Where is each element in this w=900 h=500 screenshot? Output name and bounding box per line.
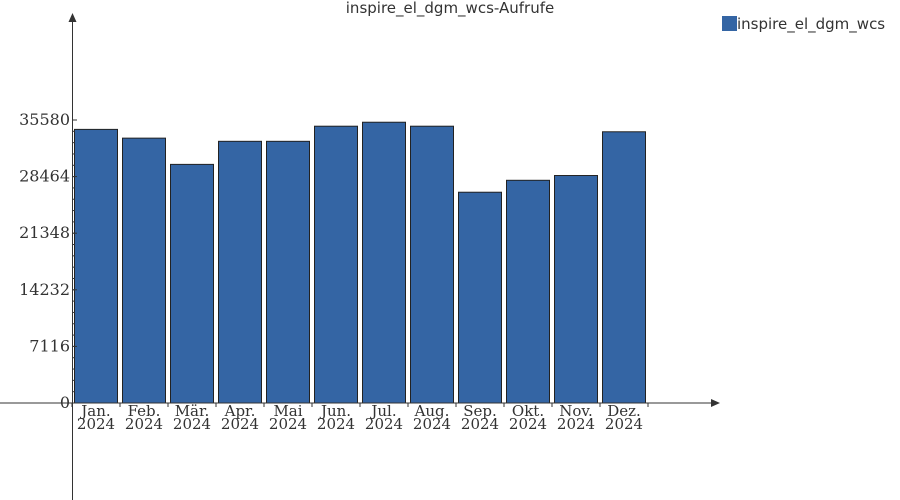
bar-2 <box>170 163 214 404</box>
x-tick-label-year-6: 2024 <box>365 415 403 433</box>
x-axis-arrow <box>711 399 720 407</box>
bar-5 <box>314 125 358 404</box>
x-tick-label-month-10: Nov. <box>559 402 593 420</box>
y-tick-label-2: 14232 <box>19 280 70 299</box>
x-tick-label-year-7: 2024 <box>413 415 451 433</box>
bars-group <box>74 121 646 404</box>
x-tick-label-year-10: 2024 <box>557 415 595 433</box>
x-tick-label-month-7: Aug. <box>414 402 450 420</box>
x-tick-label-month-2: Mär. <box>175 402 210 420</box>
bar-1 <box>122 137 166 404</box>
bar-8 <box>458 191 502 404</box>
y-axis-arrow <box>68 13 77 22</box>
bar-10 <box>554 175 598 404</box>
x-tick-label-month-6: Jul. <box>369 402 396 420</box>
bar-3 <box>218 140 262 404</box>
x-tick-label-year-4: 2024 <box>269 415 307 433</box>
bar-9 <box>506 179 550 404</box>
bar-6 <box>362 121 406 404</box>
x-axis-labels: Jan.2024Feb.2024Mär.2024Apr.2024Mai2024J… <box>71 402 649 433</box>
bar-11 <box>602 131 646 404</box>
x-tick-label-month-1: Feb. <box>128 402 161 420</box>
x-tick-label-month-4: Mai <box>273 402 302 420</box>
y-tick-label-1: 7116 <box>29 336 70 355</box>
x-tick-label-month-9: Okt. <box>512 402 544 420</box>
x-tick-label-month-5: Jun. <box>319 402 351 420</box>
x-tick-label-year-0: 2024 <box>77 415 115 433</box>
x-tick-label-year-3: 2024 <box>221 415 259 433</box>
x-tick-label-year-1: 2024 <box>125 415 163 433</box>
bar-4 <box>266 140 310 404</box>
bar-7 <box>410 125 454 404</box>
x-tick-label-month-3: Apr. <box>224 402 256 420</box>
x-tick-label-year-11: 2024 <box>605 415 643 433</box>
x-tick-label-year-2: 2024 <box>173 415 211 433</box>
y-tick-label-5: 35580 <box>19 110 70 129</box>
chart-title: inspire_el_dgm_wcs-Aufrufe <box>346 0 554 18</box>
x-tick-label-year-8: 2024 <box>461 415 499 433</box>
x-tick-label-year-5: 2024 <box>317 415 355 433</box>
y-tick-label-3: 21348 <box>19 223 70 242</box>
legend: inspire_el_dgm_wcs <box>722 15 885 34</box>
x-tick-label-month-11: Dez. <box>607 402 641 420</box>
x-tick-label-month-0: Jan. <box>79 402 110 420</box>
x-tick-label-month-8: Sep. <box>463 402 497 420</box>
y-tick-label-4: 28464 <box>19 167 70 186</box>
legend-label: inspire_el_dgm_wcs <box>737 15 885 34</box>
x-tick-label-year-9: 2024 <box>509 415 547 433</box>
legend-swatch <box>722 16 737 31</box>
bar-0 <box>74 128 118 404</box>
